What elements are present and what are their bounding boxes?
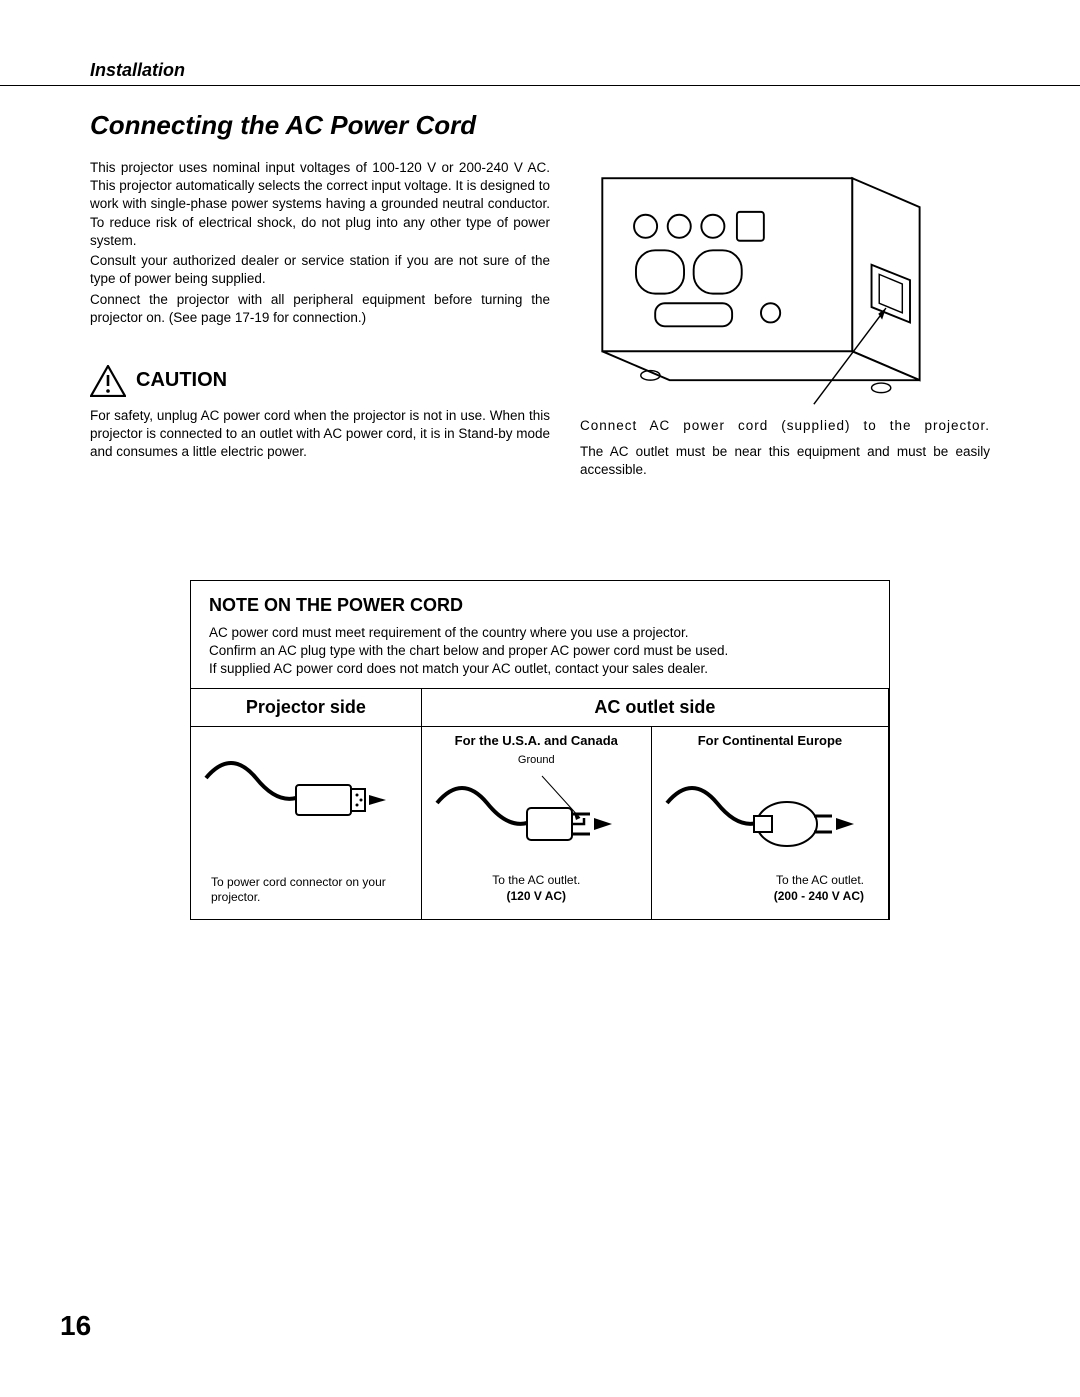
usa-cell-caption: To the AC outlet. (120 V AC) bbox=[432, 873, 641, 904]
table-header-outlet: AC outlet side bbox=[421, 689, 888, 727]
figure-caption-2: The AC outlet must be near this equipmen… bbox=[580, 443, 990, 479]
left-column: This projector uses nominal input voltag… bbox=[90, 159, 550, 480]
usa-header: For the U.S.A. and Canada bbox=[432, 733, 641, 748]
caution-text: For safety, unplug AC power cord when th… bbox=[90, 407, 550, 462]
power-cord-table: Projector side AC outlet side bbox=[191, 688, 889, 919]
note-title: NOTE ON THE POWER CORD bbox=[209, 595, 871, 616]
caution-triangle-icon bbox=[90, 365, 126, 397]
page-number: 16 bbox=[60, 1310, 91, 1342]
table-header-projector: Projector side bbox=[191, 689, 421, 727]
cell-projector-side: To power cord connector on your projecto… bbox=[191, 727, 421, 920]
figure-caption-1: Connect AC power cord (supplied) to the … bbox=[580, 417, 990, 435]
caution-heading: CAUTION bbox=[90, 365, 550, 397]
cell-usa: For the U.S.A. and Canada Ground bbox=[421, 727, 651, 920]
note-line-3: If supplied AC power cord does not match… bbox=[209, 660, 871, 678]
europe-caption-text: To the AC outlet. bbox=[776, 873, 864, 887]
iec-plug-icon bbox=[201, 743, 391, 853]
intro-p1: This projector uses nominal input voltag… bbox=[90, 159, 550, 250]
europe-header: For Continental Europe bbox=[662, 733, 878, 748]
projector-illustration bbox=[580, 159, 990, 409]
usa-voltage: (120 V AC) bbox=[506, 889, 566, 903]
usa-plug-icon bbox=[432, 768, 622, 868]
caution-label: CAUTION bbox=[136, 369, 227, 392]
intro-p2: Consult your authorized dealer or servic… bbox=[90, 252, 550, 288]
usa-caption-text: To the AC outlet. bbox=[492, 873, 580, 887]
page-title: Connecting the AC Power Cord bbox=[90, 110, 990, 141]
projector-cell-caption: To power cord connector on your projecto… bbox=[211, 875, 401, 905]
projector-figure bbox=[580, 159, 990, 409]
note-line-1: AC power cord must meet requirement of t… bbox=[209, 624, 871, 642]
ground-label: Ground bbox=[518, 754, 555, 766]
note-line-2: Confirm an AC plug type with the chart b… bbox=[209, 642, 871, 660]
note-box: NOTE ON THE POWER CORD AC power cord mus… bbox=[190, 580, 890, 921]
europe-plug-icon bbox=[662, 768, 862, 868]
europe-voltage: (200 - 240 V AC) bbox=[774, 889, 864, 903]
header-rule bbox=[0, 85, 1080, 86]
right-column: Connect AC power cord (supplied) to the … bbox=[580, 159, 990, 480]
section-header: Installation bbox=[90, 60, 990, 81]
intro-p3: Connect the projector with all periphera… bbox=[90, 291, 550, 327]
cell-europe: For Continental Europe bbox=[651, 727, 888, 920]
two-column-layout: This projector uses nominal input voltag… bbox=[90, 159, 990, 480]
europe-cell-caption: To the AC outlet. (200 - 240 V AC) bbox=[662, 873, 878, 904]
